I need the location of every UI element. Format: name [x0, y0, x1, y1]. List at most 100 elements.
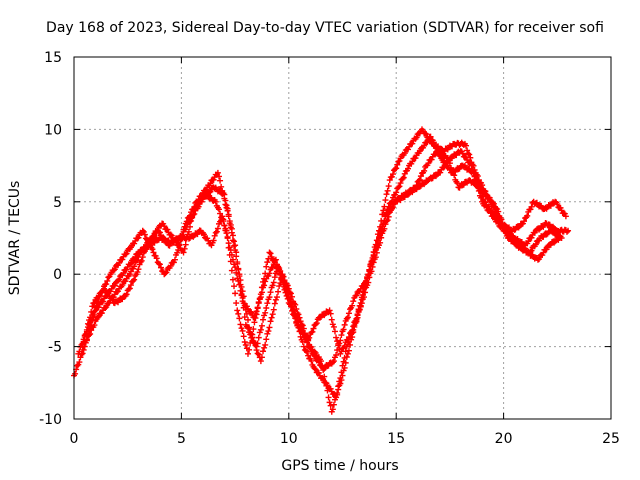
data-point — [540, 249, 547, 256]
data-point — [383, 209, 390, 216]
data-point — [334, 347, 341, 354]
data-point — [353, 315, 360, 322]
data-point — [393, 165, 400, 172]
data-point — [326, 307, 333, 314]
data-point — [299, 330, 306, 337]
y-tick-label: 5 — [53, 195, 62, 211]
data-point — [554, 201, 561, 208]
data-point — [401, 150, 408, 157]
data-point — [366, 266, 373, 273]
data-point — [210, 176, 217, 183]
data-point — [324, 382, 331, 389]
data-point — [126, 285, 133, 292]
data-point — [173, 238, 180, 245]
data-point — [262, 341, 269, 348]
data-point — [215, 173, 222, 180]
data-point — [311, 352, 318, 359]
data-point — [180, 249, 187, 256]
data-point — [266, 324, 273, 331]
data-point — [76, 348, 83, 355]
data-point — [224, 207, 231, 214]
data-point — [105, 274, 112, 281]
data-point — [312, 366, 319, 373]
data-point — [474, 181, 481, 188]
data-point — [270, 279, 277, 286]
data-point — [260, 348, 267, 355]
data-point — [413, 134, 420, 141]
data-point — [345, 347, 352, 354]
data-point — [250, 326, 257, 333]
data-point — [239, 327, 246, 334]
data-point — [337, 375, 344, 382]
data-point — [244, 350, 251, 357]
data-point — [105, 290, 112, 297]
data-point — [436, 152, 443, 159]
data-point — [486, 205, 493, 212]
data-point — [154, 227, 161, 234]
data-point — [389, 171, 396, 178]
data-point — [120, 270, 127, 277]
x-tick-label: 5 — [177, 431, 186, 447]
series-track-d — [83, 133, 563, 372]
data-point — [242, 341, 249, 348]
data-point — [140, 228, 147, 235]
data-point — [262, 309, 269, 316]
data-point — [397, 180, 404, 187]
data-point — [345, 310, 352, 317]
data-point — [330, 358, 337, 365]
data-point — [229, 237, 236, 244]
data-point — [267, 318, 274, 325]
data-point — [161, 235, 168, 242]
data-point — [161, 223, 168, 230]
data-point — [472, 176, 479, 183]
data-point — [369, 257, 376, 264]
data-point — [119, 282, 126, 289]
data-point — [255, 334, 262, 341]
data-point — [214, 169, 221, 176]
data-point — [258, 284, 265, 291]
data-point — [309, 328, 316, 335]
data-point — [283, 287, 290, 294]
data-point — [115, 277, 122, 284]
data-point — [350, 323, 357, 330]
data-point — [255, 300, 262, 307]
data-point — [254, 350, 261, 357]
data-point — [494, 215, 501, 222]
data-point — [525, 238, 532, 245]
data-point — [83, 336, 90, 343]
data-point — [271, 259, 278, 266]
data-point — [442, 160, 449, 167]
data-point — [401, 170, 408, 177]
data-point — [227, 258, 234, 265]
data-point — [171, 256, 178, 263]
data-point — [162, 270, 169, 277]
data-point — [221, 222, 228, 229]
y-tick-label: -5 — [48, 340, 62, 356]
data-point — [329, 359, 336, 366]
data-point — [224, 235, 231, 242]
data-point — [271, 274, 278, 281]
data-point — [565, 227, 572, 234]
data-point — [467, 154, 474, 161]
x-tick-label: 25 — [602, 431, 620, 447]
data-point — [249, 331, 256, 338]
data-point — [88, 308, 95, 315]
data-point — [127, 282, 134, 289]
data-point — [164, 226, 171, 233]
data-point — [99, 298, 106, 305]
data-point — [110, 267, 117, 274]
data-point — [382, 197, 389, 204]
data-point — [190, 211, 197, 218]
x-tick-label: 0 — [70, 431, 79, 447]
data-point — [111, 282, 118, 289]
data-point — [135, 254, 142, 261]
data-point — [92, 304, 99, 311]
data-point — [76, 359, 83, 366]
data-point — [292, 301, 299, 308]
data-point — [270, 306, 277, 313]
data-point — [415, 177, 422, 184]
data-point — [188, 217, 195, 224]
data-point — [213, 228, 220, 235]
data-point — [123, 291, 130, 298]
data-point — [310, 351, 317, 358]
